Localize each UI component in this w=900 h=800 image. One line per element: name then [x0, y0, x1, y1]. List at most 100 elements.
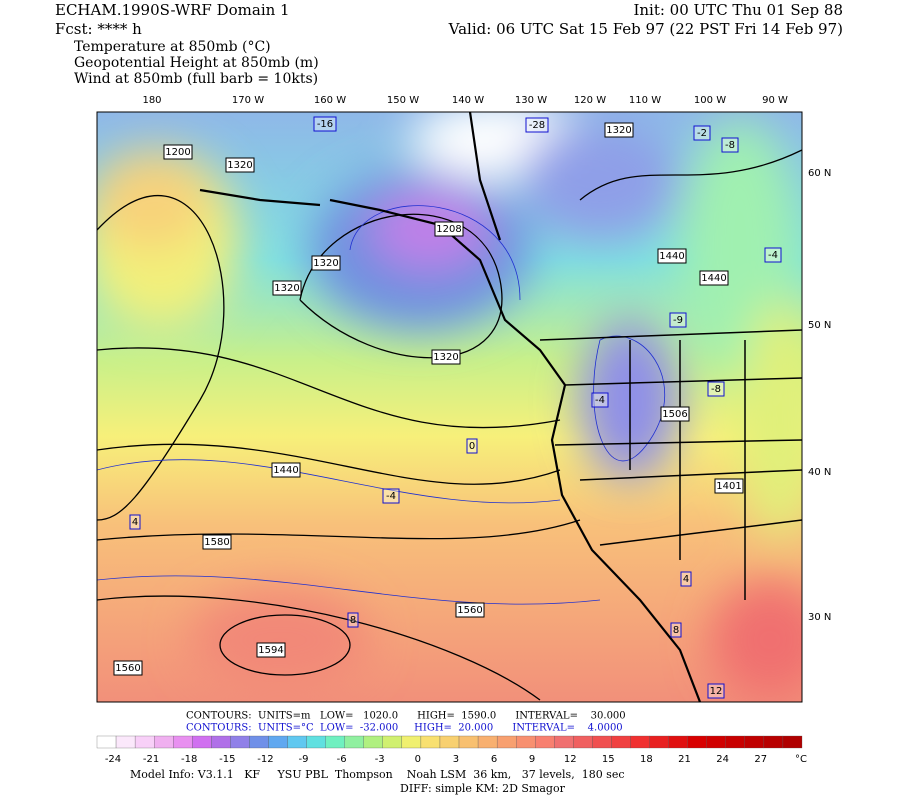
colorbar-label: -3 [375, 754, 385, 765]
contour-label: 8 [350, 615, 356, 626]
contour-label-box [113, 660, 143, 676]
field-name: Geopotential Height at 850mb (m) [74, 55, 319, 71]
colorbar-label: -21 [143, 754, 159, 765]
colorbar-swatch [706, 735, 726, 749]
colorbar-swatch [592, 735, 612, 749]
contour-label-box [382, 488, 400, 504]
height-contours [97, 149, 802, 701]
longitude-label: 180 [142, 95, 161, 106]
model-title: ECHAM.1990S-WRF Domain 1 [55, 1, 290, 19]
colorbar-label: 3 [453, 754, 459, 765]
latitude-label: 50 N [808, 320, 831, 331]
contour-label: 1560 [457, 605, 482, 616]
colorbar-swatch [154, 735, 174, 749]
temperature-contour-info: CONTOURS: UNITS=°C LOW= -32.000 HIGH= 20… [186, 723, 623, 734]
contour-label-box [693, 125, 711, 141]
colorbar-swatch [573, 735, 593, 749]
colorbar-swatch [687, 735, 707, 749]
contour-label-box [670, 622, 682, 638]
colorbar-swatch [668, 735, 688, 749]
colorbar-label: -18 [181, 754, 197, 765]
contour-label-box [660, 406, 690, 422]
contour-label: 1560 [115, 663, 140, 674]
contour-label: 1580 [204, 537, 229, 548]
contour-label-box [455, 602, 485, 618]
contour-label: -4 [595, 395, 605, 406]
contour-label: 12 [710, 686, 723, 697]
latitude-label: 60 N [808, 168, 831, 179]
contour-label-box [434, 221, 464, 237]
field-name: Temperature at 850mb (°C) [74, 39, 271, 55]
contour-label-box [714, 478, 744, 494]
colorbar-swatch [230, 735, 250, 749]
colorbar-label: -9 [299, 754, 309, 765]
colorbar-unit: °C [795, 754, 807, 765]
colorbar-swatch [306, 735, 326, 749]
colorbar-swatch [477, 735, 498, 749]
colorbar-swatch [96, 735, 117, 749]
init-time: Init: 00 UTC Thu 01 Sep 88 [633, 1, 843, 19]
contour-label: 4 [132, 517, 138, 528]
contour-label-box [431, 349, 461, 365]
colorbar-label: 12 [564, 754, 577, 765]
contour-label: -8 [711, 384, 721, 395]
contour-label: 1506 [662, 409, 687, 420]
colorbar-swatch [382, 735, 403, 749]
colorbar-label: 0 [415, 754, 421, 765]
colorbar-swatch [439, 735, 460, 749]
contour-label: -4 [386, 491, 396, 502]
colorbar-swatch [344, 735, 364, 749]
colorbar-label: -12 [257, 754, 273, 765]
contour-label-box [311, 255, 341, 271]
forecast-hour: Fcst: **** h [55, 20, 142, 38]
contour-label-box [604, 122, 634, 138]
contour-label-box [657, 248, 687, 264]
contour-label-box [313, 116, 337, 132]
colorbar-swatch [134, 735, 155, 749]
contour-label-box [669, 312, 687, 328]
colorbar-swatch [649, 735, 669, 749]
contour-label-box [764, 247, 782, 263]
contour-label: -9 [673, 315, 683, 326]
contour-label-box [699, 270, 729, 286]
colorbar-label: -6 [337, 754, 347, 765]
longitude-label: 110 W [629, 95, 661, 106]
contour-label: 1440 [659, 251, 684, 262]
colorbar-label: 6 [491, 754, 497, 765]
contour-label-box [591, 392, 609, 408]
colorbar-swatch [211, 735, 231, 749]
colorbar-swatch [287, 735, 307, 749]
contour-label: 1440 [273, 465, 298, 476]
contour-label-box [272, 280, 302, 296]
contour-label: -2 [697, 128, 707, 139]
colorbar-label: -24 [105, 754, 121, 765]
map-frame [96, 111, 803, 703]
colorbar-label: 15 [602, 754, 615, 765]
colorbar-swatch [268, 735, 288, 749]
contour-label-box [256, 642, 286, 658]
contour-label-box [347, 612, 359, 628]
longitude-label: 160 W [314, 95, 346, 106]
colorbar-swatch [725, 735, 745, 749]
colorbar-swatch [401, 735, 422, 749]
longitude-label: 90 W [762, 95, 788, 106]
contour-label-box [202, 534, 232, 550]
colorbar-swatch [535, 735, 555, 749]
contour-label-box [163, 144, 193, 160]
colorbar-swatch [192, 735, 212, 749]
contour-label-box [466, 438, 478, 454]
contour-label: 1320 [606, 125, 631, 136]
contour-label: 8 [673, 625, 679, 636]
colorbar-label: 9 [529, 754, 535, 765]
colorbar-swatch [458, 735, 479, 749]
longitude-label: 150 W [387, 95, 419, 106]
contour-label-box [721, 137, 739, 153]
contour-label: -8 [725, 140, 735, 151]
diff-info: DIFF: simple KM: 2D Smagor [400, 782, 566, 795]
colorbar-label: 21 [678, 754, 691, 765]
map-area [97, 112, 802, 702]
contour-label: -16 [317, 119, 333, 130]
height-contour-info: CONTOURS: UNITS=m LOW= 1020.0 HIGH= 1590… [186, 711, 626, 722]
colorbar-swatch [630, 735, 650, 749]
